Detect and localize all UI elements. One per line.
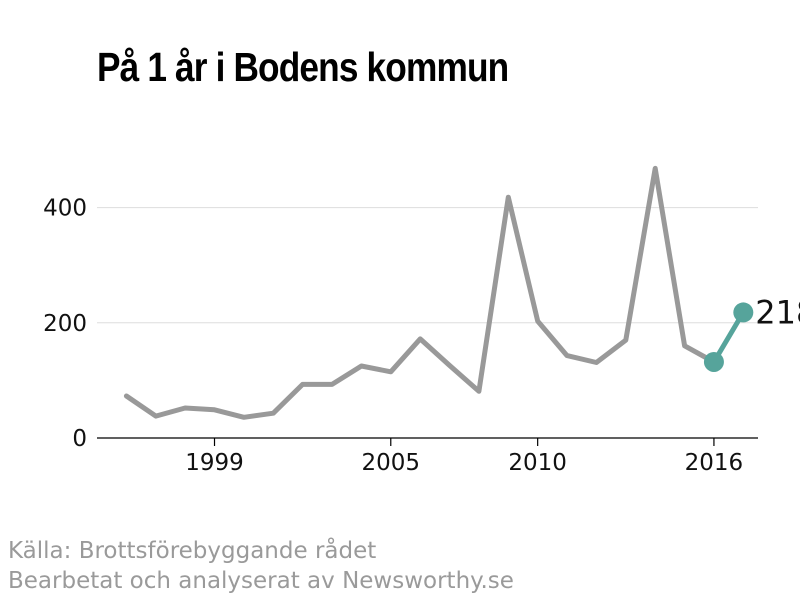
highlight-point	[703, 351, 724, 372]
x-tick-label: 1999	[185, 450, 244, 476]
tick-labels: 0 200 400 1999 2005 2010 2016 218	[43, 196, 800, 476]
chart-title: På 1 år i Bodens kommun	[97, 44, 509, 90]
credit-note: Bearbetat och analyserat av Newsworthy.s…	[8, 568, 514, 594]
y-tick-label: 0	[72, 426, 87, 452]
history-series-line	[123, 165, 717, 420]
y-tick-label: 200	[43, 311, 87, 337]
x-axis	[97, 437, 758, 446]
y-tick-label: 400	[43, 196, 87, 222]
x-tick-label: 2016	[685, 450, 744, 476]
grid-lines	[97, 207, 758, 324]
latest-value-label: 218	[755, 293, 800, 331]
source-note: Källa: Brottsförebyggande rådet	[8, 538, 377, 564]
chart-footer: Källa: Brottsförebyggande rådet Bearbeta…	[8, 536, 514, 596]
series-layer	[123, 165, 754, 420]
x-tick-label: 2005	[362, 450, 421, 476]
highlight-point	[733, 302, 754, 323]
x-tick-label: 2010	[508, 450, 567, 476]
